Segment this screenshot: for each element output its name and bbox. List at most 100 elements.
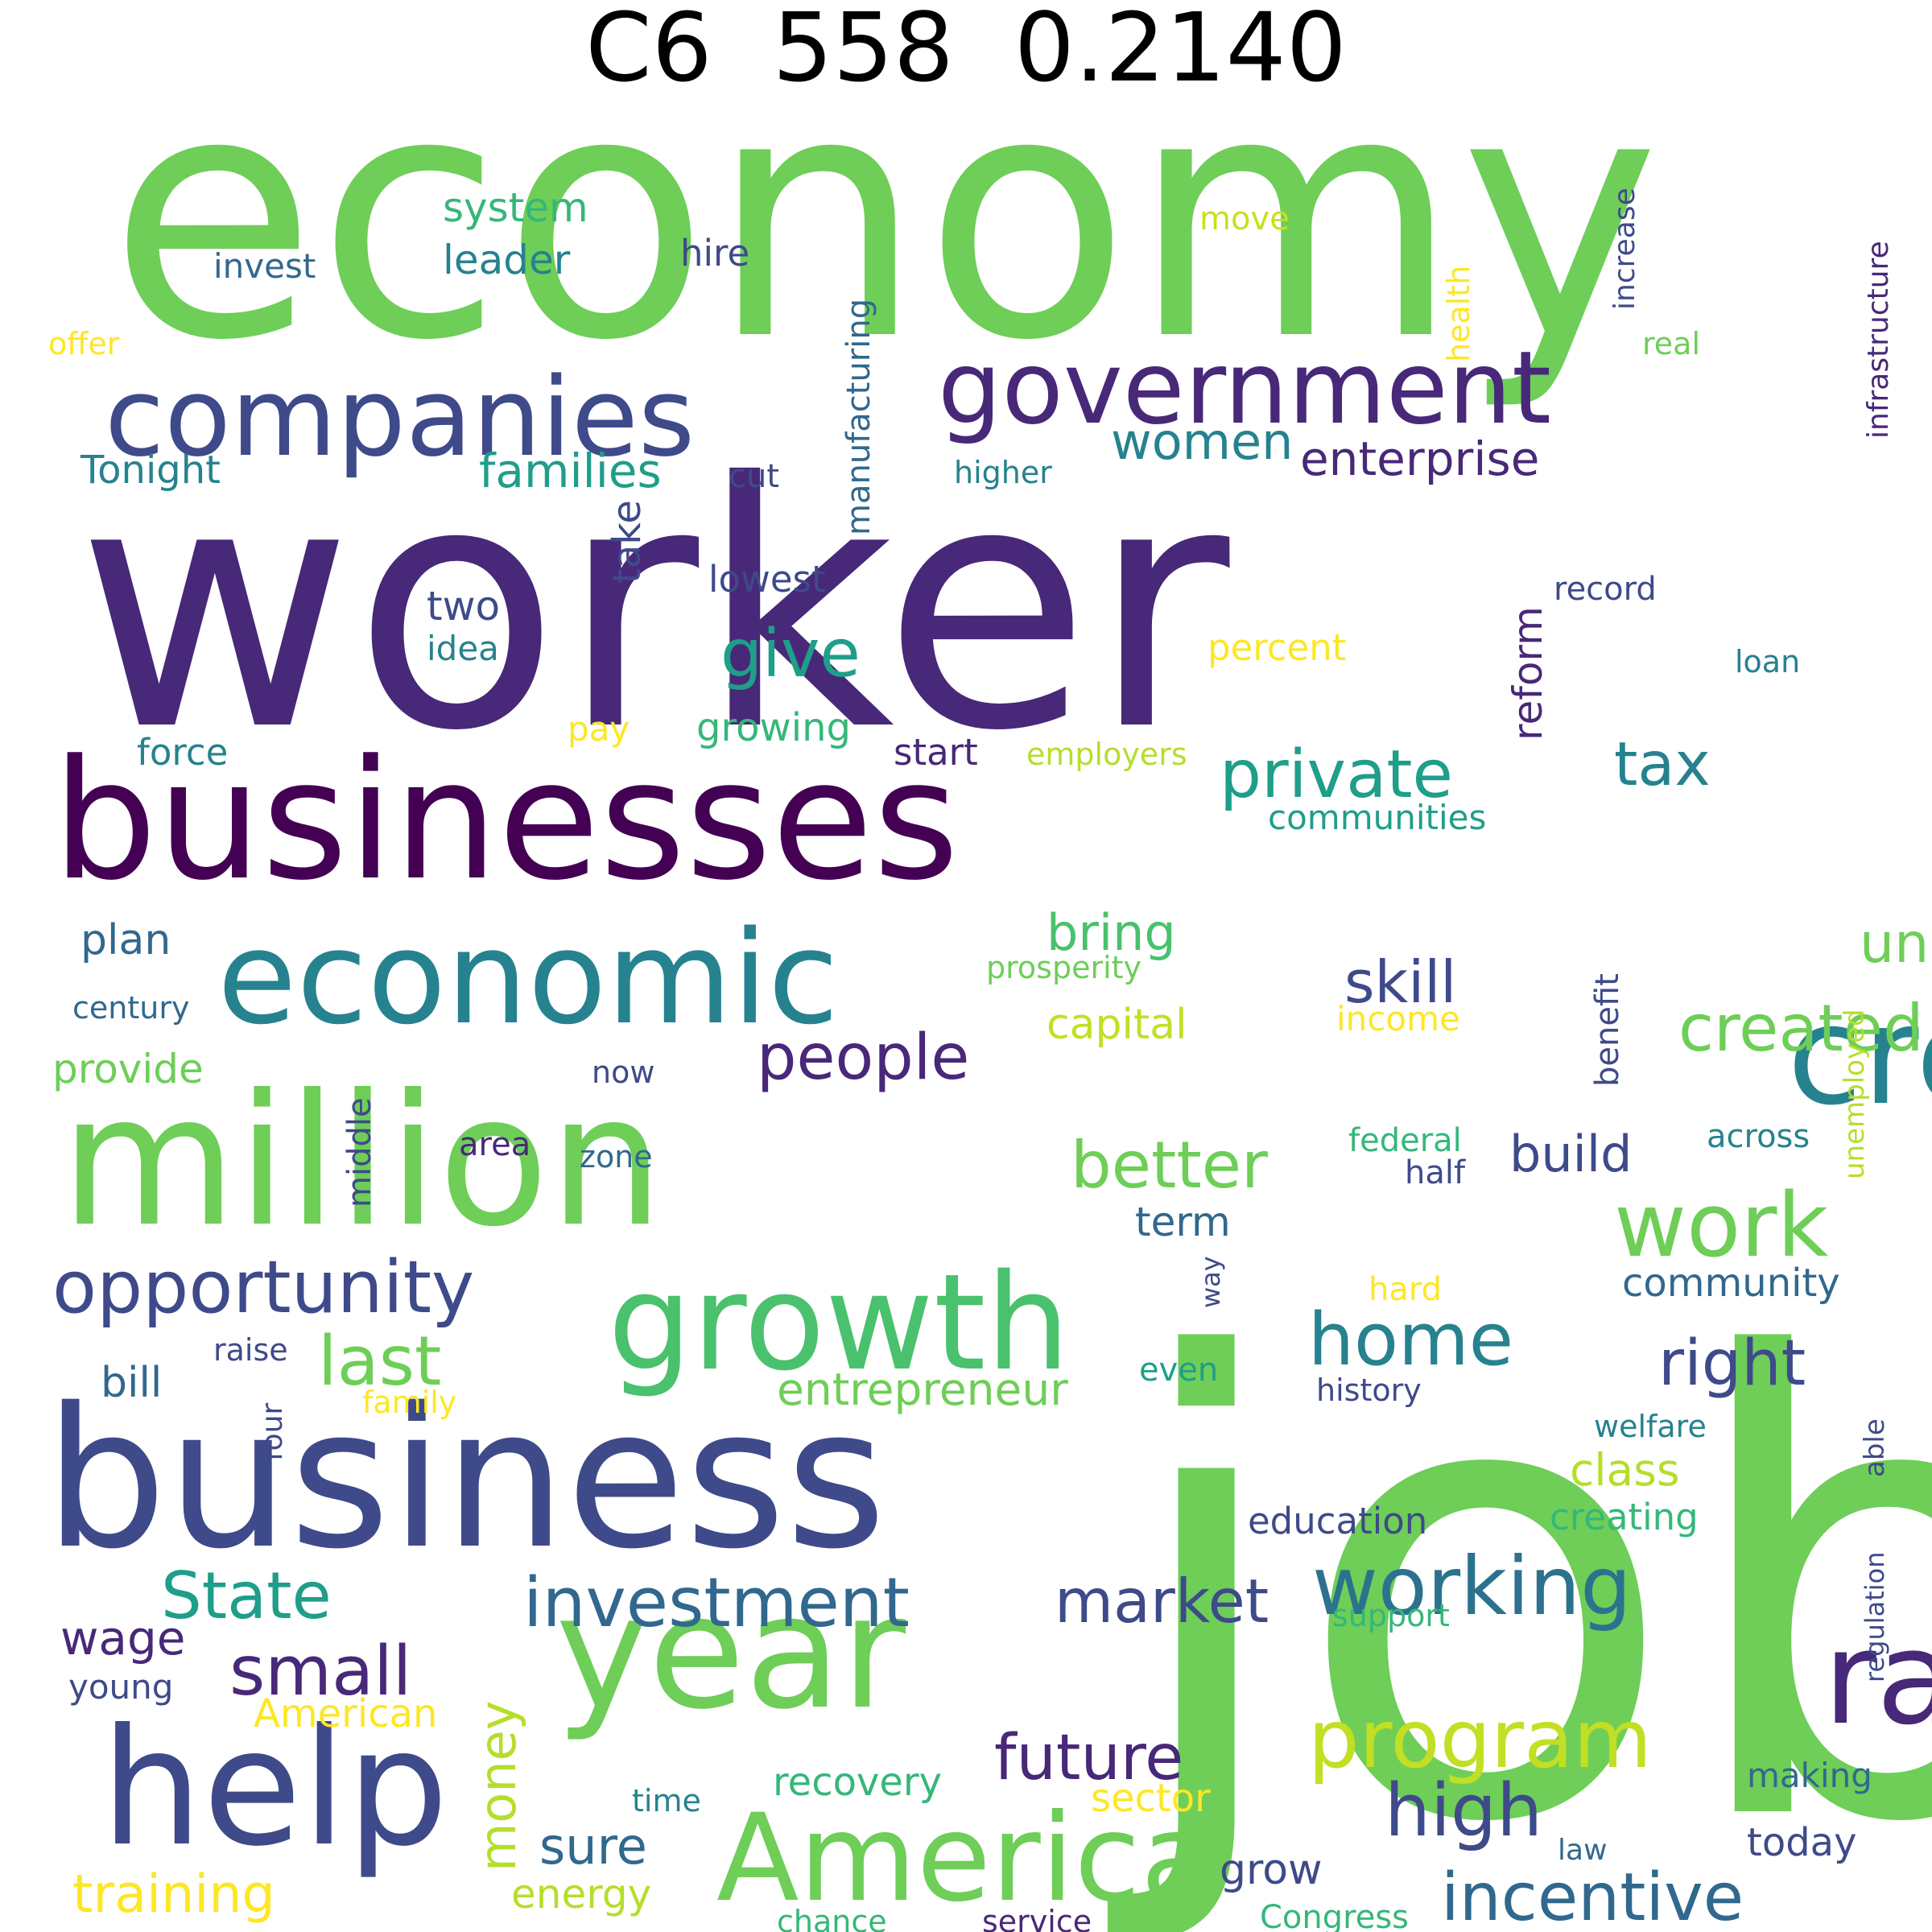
word-rate: rate (1823, 1603, 1932, 1753)
word-high: high (1385, 1769, 1542, 1853)
word-home: home (1308, 1298, 1513, 1382)
word-work: work (1614, 1174, 1828, 1277)
word-able: able (1859, 1418, 1891, 1477)
word-time: time (632, 1783, 701, 1818)
word-benefit: benefit (1589, 973, 1626, 1087)
word-force: force (137, 731, 228, 774)
word-pay: pay (568, 709, 630, 749)
word-prosperity: prosperity (986, 950, 1141, 985)
word-system: system (443, 184, 588, 231)
word-people: people (757, 1022, 969, 1094)
word-million: million (60, 1056, 664, 1267)
word-community: community (1622, 1261, 1840, 1306)
word-hard: hard (1368, 1271, 1442, 1308)
word-today: today (1747, 1820, 1856, 1865)
word-grow: grow (1220, 1846, 1323, 1894)
word-wage: wage (60, 1611, 185, 1666)
word-health: health (1441, 266, 1476, 362)
word-enterprise: enterprise (1300, 431, 1539, 486)
word-percent: percent (1208, 626, 1346, 669)
word-better: better (1071, 1128, 1268, 1203)
word-working: working (1312, 1539, 1632, 1633)
word-future: future (994, 1722, 1183, 1794)
word-idea: idea (427, 629, 499, 668)
word-economic: economic (217, 902, 839, 1053)
word-creating: creating (1550, 1496, 1699, 1538)
word-sector: sector (1091, 1776, 1211, 1821)
word-half: half (1405, 1154, 1466, 1191)
word-law: law (1558, 1834, 1608, 1867)
word-federal: federal (1348, 1122, 1462, 1159)
word-leader: leader (443, 237, 571, 283)
word-capital: capital (1046, 1001, 1187, 1049)
word-support: support (1332, 1598, 1450, 1633)
word-small: small (229, 1632, 411, 1711)
word-private: private (1220, 737, 1453, 813)
word-right: right (1658, 1327, 1806, 1400)
word-training: training (72, 1864, 275, 1925)
word-higher: higher (954, 455, 1052, 490)
word-worker: worker (76, 411, 1233, 805)
word-education: education (1248, 1500, 1427, 1542)
word-class: class (1570, 1444, 1680, 1496)
word-bring: bring (1046, 903, 1176, 962)
word-increase: increase (1608, 188, 1641, 310)
word-build: build (1509, 1125, 1632, 1183)
word-money: money (469, 1701, 527, 1872)
word-regulation: regulation (1860, 1551, 1890, 1682)
word-reform: reform (1505, 606, 1551, 741)
word-year: year (555, 1561, 906, 1744)
word-help: help (101, 1695, 448, 1882)
word-lowest: lowest (708, 558, 826, 601)
word-infrastructure: infrastructure (1862, 241, 1895, 439)
word-history: history (1316, 1373, 1422, 1408)
word-two: two (427, 583, 500, 630)
word-economy: economy (109, 21, 1660, 415)
word-last: last (318, 1322, 441, 1402)
word-now: now (592, 1055, 654, 1090)
word-employers: employers (1026, 737, 1187, 772)
word-america: America (716, 1789, 1215, 1929)
word-tax: tax (1614, 729, 1711, 799)
word-chance: chance (777, 1904, 887, 1932)
word-businesses: businesses (52, 725, 959, 917)
word-created: created (1678, 991, 1924, 1066)
word-growth: growth (608, 1245, 1070, 1400)
word-bill: bill (101, 1359, 162, 1407)
word-young: young (68, 1667, 173, 1707)
word-skill: skill (1344, 948, 1456, 1016)
word-families: families (479, 444, 662, 498)
word-family: family (362, 1385, 456, 1420)
word-way: way (1195, 1256, 1226, 1308)
word-century: century (72, 990, 189, 1026)
word-tonight: Tonight (80, 448, 221, 493)
word-state: State (161, 1558, 332, 1633)
word-record: record (1554, 571, 1657, 608)
word-give: give (720, 616, 861, 692)
word-provide: provide (52, 1046, 204, 1092)
word-job: job (1100, 1228, 1932, 1932)
word-communities: communities (1268, 798, 1486, 837)
word-hire: hire (680, 232, 749, 275)
word-business: business (44, 1366, 886, 1591)
word-term: term (1135, 1199, 1231, 1245)
word-start: start (894, 731, 978, 774)
word-plan: plan (80, 916, 171, 964)
word-offer: offer (48, 326, 120, 361)
word-create: create (1787, 976, 1932, 1136)
word-even: even (1139, 1352, 1218, 1389)
word-market: market (1055, 1566, 1269, 1637)
word-loan: loan (1735, 644, 1800, 679)
word-four: four (256, 1402, 289, 1461)
word-unemployment: unemployment (1860, 912, 1932, 976)
chart-title: C6 558 0.2140 (585, 0, 1347, 103)
word-companies: companies (105, 354, 695, 481)
word-congress: Congress (1260, 1899, 1409, 1932)
word-entrepreneur: entrepreneur (777, 1364, 1068, 1415)
word-invest: invest (213, 246, 316, 286)
word-zone: zone (580, 1139, 653, 1174)
word-energy: energy (511, 1871, 651, 1918)
word-opportunity: opportunity (52, 1245, 474, 1330)
word-across: across (1707, 1118, 1810, 1155)
